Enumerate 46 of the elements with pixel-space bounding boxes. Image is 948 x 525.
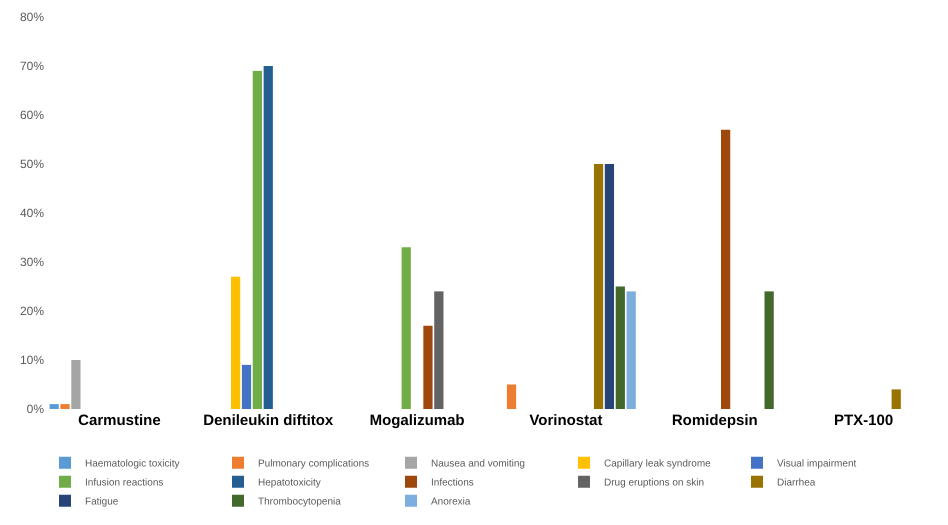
y-tick-label: 70% <box>20 59 44 74</box>
legend-label: Thrombocytopenia <box>258 496 342 508</box>
bar <box>616 286 625 409</box>
legend-label: Fatigue <box>85 496 119 508</box>
x-tick-label: Romidepsin <box>672 412 758 429</box>
legend-label: Infusion reactions <box>85 478 164 489</box>
legend-label: Drug eruptions on skin <box>604 478 704 489</box>
legend-label: Capillary leak syndrome <box>604 458 712 470</box>
bar <box>434 291 444 409</box>
legend-label: Visual impairment <box>777 458 857 470</box>
legend-label: Diarrhea <box>777 478 816 489</box>
bar <box>402 247 411 409</box>
y-tick-label: 20% <box>20 304 44 318</box>
bar <box>50 404 59 409</box>
legend-label: Anorexia <box>431 496 471 508</box>
bar <box>721 130 730 409</box>
bar <box>252 70 262 409</box>
legend-label: Infections <box>431 478 474 489</box>
bar <box>423 326 433 409</box>
bar <box>242 364 252 409</box>
y-tick-label: 0% <box>26 402 44 416</box>
legend-label: Hepatotoxicity <box>258 478 321 489</box>
x-tick-label: Carmustine <box>78 412 161 429</box>
y-tick-label: 10% <box>20 353 44 368</box>
x-tick-label: Mogalizumab <box>370 412 465 429</box>
y-tick-label: 80% <box>20 10 44 24</box>
bar <box>604 164 614 409</box>
bar <box>892 389 901 409</box>
bar <box>71 360 81 409</box>
bar <box>506 384 516 409</box>
bar <box>60 404 70 409</box>
bar <box>231 276 240 409</box>
y-tick-label: 50% <box>20 157 44 172</box>
y-tick-label: 60% <box>20 108 44 122</box>
bar <box>594 164 604 409</box>
x-tick-label: Denileukin diftitox <box>203 412 334 429</box>
y-tick-label: 30% <box>20 255 44 270</box>
bar <box>626 291 636 409</box>
legend-label: Nausea and vomiting <box>431 458 525 470</box>
legend-label: Pulmonary complications <box>258 458 370 470</box>
bar <box>264 66 273 409</box>
legend-label: Haematologic toxicity <box>85 458 180 470</box>
x-tick-label: PTX-100 <box>834 412 894 429</box>
y-tick-label: 40% <box>20 206 44 220</box>
bar <box>764 291 774 409</box>
x-tick-label: Vorinostat <box>529 412 602 429</box>
